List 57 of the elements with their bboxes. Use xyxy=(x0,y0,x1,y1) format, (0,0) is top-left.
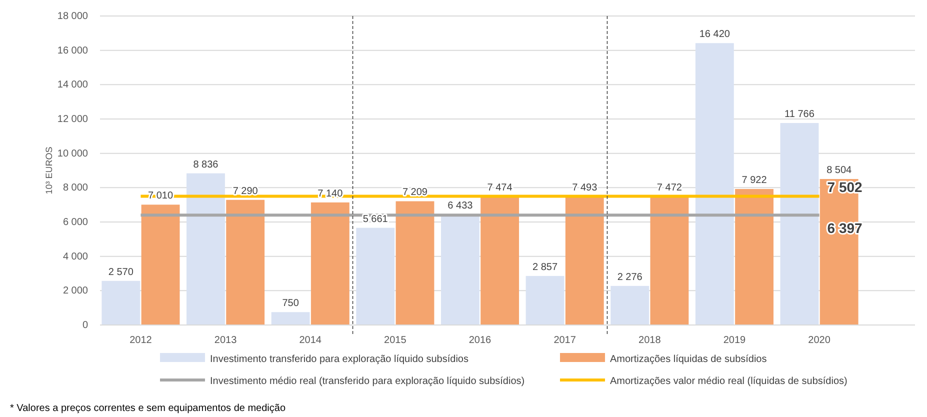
data-label: 5 661 xyxy=(362,214,388,225)
data-label: 2 570 xyxy=(108,266,134,278)
bar xyxy=(226,200,265,325)
bar xyxy=(695,43,734,325)
data-label: 2 857 xyxy=(532,262,558,273)
bar xyxy=(356,228,395,325)
x-tick-label: 2020 xyxy=(808,335,831,346)
data-label: 16 420 xyxy=(699,29,730,40)
text: * Valores a preços correntes e sem equipamentos de medição xyxy=(10,403,286,414)
y-tick-label: 18 000 xyxy=(57,11,88,22)
data-label: 7 290 xyxy=(232,186,258,197)
x-tick-label: 2015 xyxy=(384,335,407,346)
data-label: 7 922 xyxy=(742,175,768,186)
legend-label: Amortizações líquidas de subsídios xyxy=(610,354,767,365)
y-tick-label: 4 000 xyxy=(62,251,88,262)
x-tick-label: 2014 xyxy=(299,335,322,346)
legend-label: Investimento transferido para exploração líquido subsídios xyxy=(210,354,468,365)
x-tick-label: 2016 xyxy=(468,335,492,346)
y-tick-label: 16 000 xyxy=(57,45,88,56)
data-label: 6 433 xyxy=(448,200,474,212)
bar xyxy=(610,286,650,325)
y-tick-label: 6 000 xyxy=(62,217,88,228)
legend-label: Amortizações valor médio real (líquidas de subsídios) xyxy=(610,376,848,387)
data-label: 750 xyxy=(282,298,300,310)
y-tick-label: 2 000 xyxy=(62,286,88,297)
x-tick-label: 2017 xyxy=(554,335,576,346)
bar xyxy=(271,312,310,325)
y-tick-label: 8 000 xyxy=(62,182,88,194)
bar xyxy=(102,280,140,325)
bar xyxy=(440,214,480,325)
bar xyxy=(310,202,350,325)
data-label: 2 276 xyxy=(617,272,643,283)
data-label: 8 504 xyxy=(826,165,852,176)
y-tick-label: 10 000 xyxy=(57,148,88,160)
bar xyxy=(480,196,520,325)
bar xyxy=(141,204,180,325)
y-tick-label: 14 000 xyxy=(57,80,88,91)
bar xyxy=(565,196,604,325)
data-label: 11 766 xyxy=(784,109,815,120)
x-tick-label: 2012 xyxy=(130,335,152,346)
x-tick-label: 2019 xyxy=(723,335,746,346)
x-tick-label: 2013 xyxy=(214,335,238,346)
bar xyxy=(650,196,689,325)
bar xyxy=(396,201,434,325)
bar xyxy=(526,276,564,325)
bar xyxy=(735,189,774,325)
legend-label: Investimento médio real (transferido para exploração líquido subsídios) xyxy=(210,376,525,387)
x-tick-label: 2018 xyxy=(638,335,662,346)
bar xyxy=(186,173,225,325)
y-axis-title: 10³ EUROS xyxy=(44,146,54,194)
bar xyxy=(780,123,819,325)
data-label: 7 493 xyxy=(572,182,598,194)
data-label: 7 472 xyxy=(656,182,682,194)
y-tick-label: 0 xyxy=(82,320,88,331)
data-label: 8 836 xyxy=(193,159,219,170)
y-tick-label: 12 000 xyxy=(57,114,88,125)
data-label: 7 474 xyxy=(487,182,513,194)
